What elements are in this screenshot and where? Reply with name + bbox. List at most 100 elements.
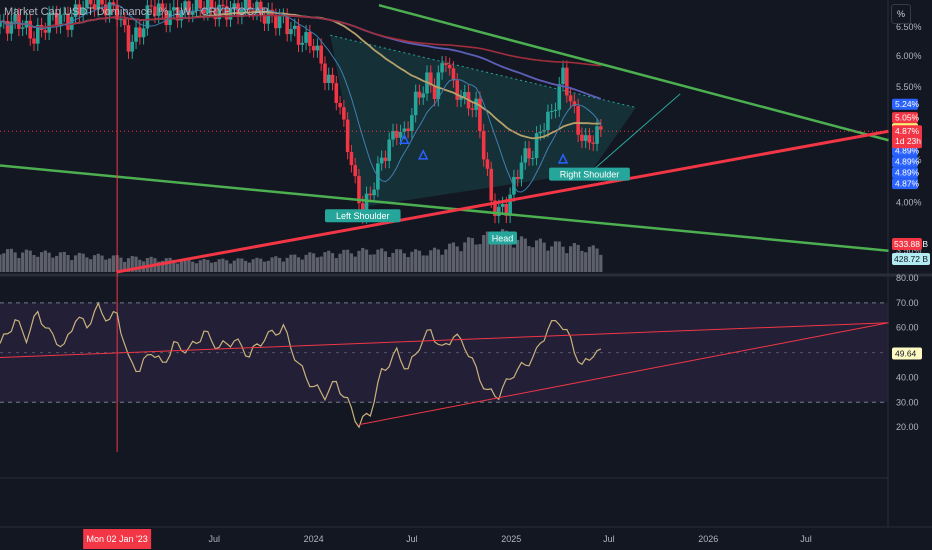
volume-bar	[531, 247, 535, 272]
volume-bar	[516, 239, 520, 272]
candle-body	[175, 7, 180, 21]
candle-body	[379, 157, 384, 164]
volume-bar	[546, 250, 550, 272]
volume-badge	[892, 253, 930, 265]
current-price-label: 4.87%	[895, 126, 920, 136]
volume-bar	[81, 253, 85, 272]
candle-body	[565, 67, 569, 96]
rsi-axis-tick: 40.00	[896, 372, 919, 382]
volume-bar	[232, 260, 236, 272]
candle-body	[413, 91, 418, 116]
candle-body	[183, 1, 187, 11]
candle-body	[5, 20, 10, 34]
volume-bar	[43, 250, 47, 272]
green-trendline	[378, 3, 889, 142]
volume-bar	[561, 246, 565, 272]
volume-bar	[278, 257, 282, 272]
volume-bar	[2, 253, 6, 272]
candle-body	[436, 72, 441, 100]
volume-bar	[13, 252, 17, 272]
candle-body	[500, 203, 505, 207]
candle-body	[372, 189, 376, 196]
volume-bar	[342, 249, 346, 272]
pattern-label-box	[549, 167, 630, 181]
candle-body	[421, 93, 426, 98]
rsi-axis-tick: 80.00	[896, 273, 919, 283]
volume-bar	[228, 263, 233, 272]
candle-body	[485, 159, 490, 169]
signal-triangle-icon	[418, 149, 429, 160]
price-badge-label: 4.89%	[895, 168, 920, 178]
volume-bar	[550, 246, 554, 272]
candle-body	[428, 72, 433, 86]
rsi-band	[0, 302, 888, 403]
volume-bar	[300, 259, 304, 272]
volume-bar	[289, 254, 293, 272]
volume-bar	[168, 257, 172, 272]
volume-bar	[157, 261, 161, 272]
time-axis-tick: 2026	[698, 534, 718, 544]
candle-body	[153, 6, 157, 16]
volume-bar	[51, 257, 55, 272]
time-axis-tick: 2024	[304, 534, 324, 544]
candle-body	[164, 10, 169, 25]
volume-bar	[225, 260, 229, 272]
percent-scale-button[interactable]: %	[891, 4, 911, 24]
volume-bar	[281, 261, 286, 272]
candle-body	[549, 110, 554, 112]
volume-bar	[32, 255, 36, 272]
volume-bar	[39, 252, 44, 272]
volume-bar	[346, 249, 350, 272]
pattern-area	[330, 35, 636, 207]
volume-bar	[104, 259, 108, 272]
volume-bar	[448, 243, 452, 272]
price-axis-tick: 6.00%	[896, 51, 922, 61]
candle-body	[77, 4, 82, 15]
volume-bar	[274, 256, 278, 272]
volume-bar	[194, 263, 199, 272]
pattern-label: Head	[492, 234, 514, 244]
pattern-label: Right Shoulder	[560, 170, 620, 180]
ma-10-line	[0, 4, 602, 193]
volume-bar	[5, 249, 10, 272]
volume-bar	[398, 249, 403, 272]
volume-bar	[361, 247, 365, 272]
price-axis-tick: 6.50%	[896, 22, 922, 32]
volume-bar	[353, 256, 357, 272]
candle-body	[285, 15, 289, 35]
volume-bar	[455, 246, 459, 272]
volume-bar	[338, 253, 342, 272]
volume-bar	[202, 259, 206, 272]
volume-bar	[92, 255, 97, 272]
volume-bar	[402, 253, 406, 272]
volume-bar	[595, 248, 599, 272]
candle-body	[81, 7, 85, 15]
volume-bar	[119, 257, 123, 272]
candle-body	[304, 32, 308, 43]
pattern-label-box	[324, 209, 401, 223]
candle-body	[417, 91, 422, 98]
volume-bar	[134, 256, 138, 272]
volume-bar	[100, 255, 104, 272]
volume-bar	[17, 258, 21, 272]
rsi-axis-tick: 30.00	[896, 397, 919, 407]
time-axis-tick: Jul	[209, 534, 221, 544]
candle-body	[277, 15, 282, 29]
candle-body	[119, 19, 123, 21]
candle-body	[440, 63, 444, 73]
volume-bar	[89, 259, 93, 272]
candle-body	[496, 206, 501, 216]
candle-body	[326, 74, 331, 83]
candle-body	[209, 0, 214, 9]
symbol-title[interactable]: Market Cap USDT Dominance, %, 1W · CRYPT…	[4, 6, 269, 18]
volume-bar	[497, 237, 501, 272]
candle-body	[20, 27, 25, 29]
candle-body	[134, 27, 138, 42]
candle-body	[383, 157, 388, 161]
volume-bar	[206, 259, 210, 272]
volume-bar	[482, 235, 486, 272]
volume-bar	[315, 257, 320, 272]
candle-body	[538, 131, 543, 134]
volume-badge	[892, 238, 922, 250]
